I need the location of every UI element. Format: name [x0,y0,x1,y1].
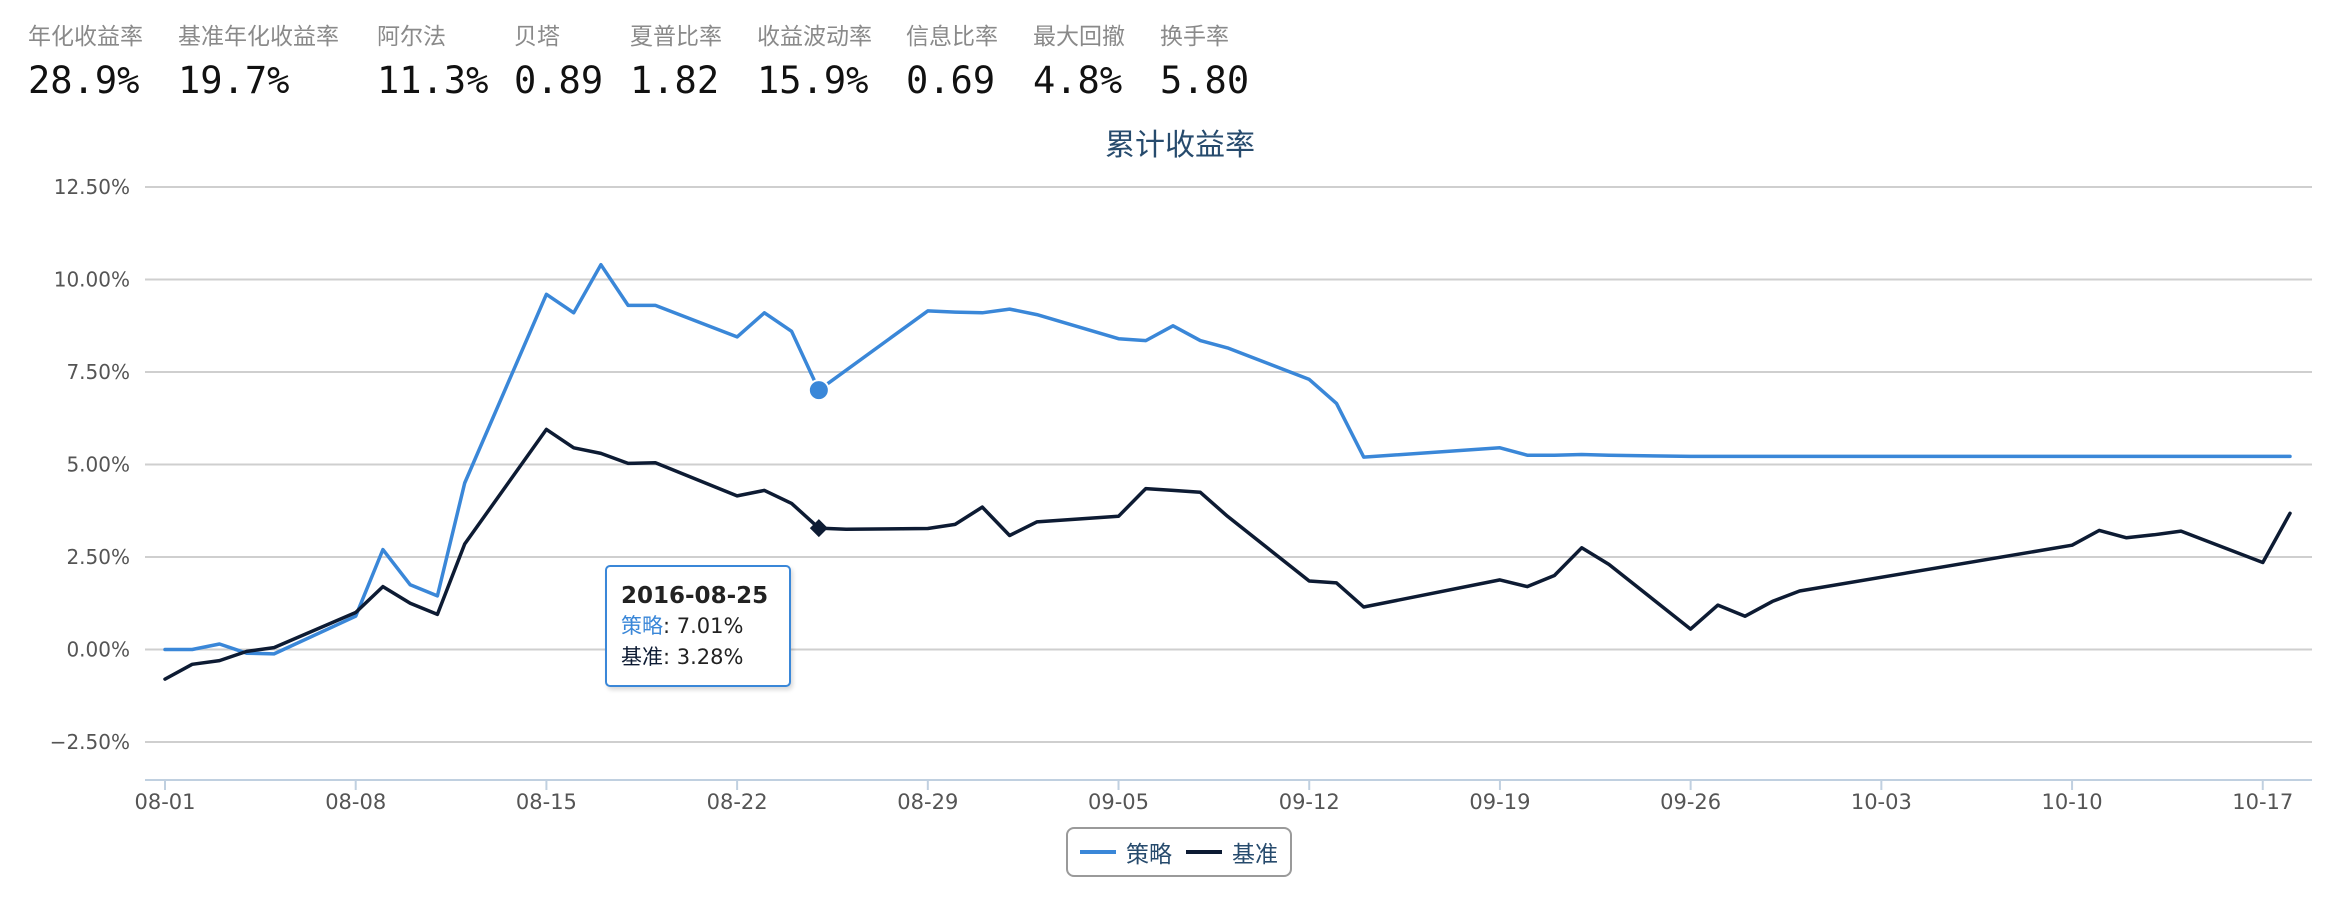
tooltip-series-value: 3.28% [676,645,744,669]
metric-value: 11.3% [377,59,489,102]
metric-sharpe: 夏普比率 1.82 [630,22,722,106]
x-tick-label: 08-22 [707,790,768,814]
y-tick-label: 5.00% [66,453,130,477]
tooltip-row-strategy: 策略: 7.01% [621,614,744,638]
metric-label: 贝塔 [514,24,560,50]
metric-label: 换手率 [1160,24,1229,50]
metric-value: 0.89 [514,59,604,102]
series-line-benchmark [163,427,2292,681]
metric-max-drawdown: 最大回撤 4.8% [1033,22,1125,106]
y-axis-labels: 12.50% 10.00% 7.50% 5.00% 2.50% 0.00% −2.50% [50,175,130,754]
tooltip-series-value: 7.01% [676,614,744,638]
metric-value: 1.82 [630,59,720,102]
metric-beta: 贝塔 0.89 [514,22,603,106]
x-tick-label: 10-10 [2042,790,2103,814]
x-tick-label: 10-03 [1851,790,1912,814]
metric-label: 基准年化收益率 [178,24,339,50]
grid-lines [145,186,2312,743]
metric-alpha: 阿尔法 11.3% [377,22,488,106]
y-tick-label: 7.50% [66,360,130,384]
legend-swatch [1186,850,1222,854]
x-tick-label: 09-26 [1660,790,1721,814]
legend-item-strategy[interactable]: 策略 [1080,829,1172,875]
x-tick-label: 08-29 [897,790,958,814]
metric-annual-return: 年化收益率 28.9% [28,22,143,106]
metric-value: 15.9% [757,59,869,102]
hover-markers [807,379,830,538]
metric-value: 19.7% [178,59,290,102]
x-tick-label: 08-08 [325,790,386,814]
metric-information-ratio: 信息比率 0.69 [906,22,998,106]
metric-value: 4.8% [1033,59,1123,102]
y-tick-label: −2.50% [50,730,130,754]
tooltip-series-name: 基准 [621,645,663,669]
chart-tooltip: 2016-08-25 策略: 7.01% 基准: 3.28% [605,565,791,687]
metric-value: 5.80 [1160,59,1250,102]
metric-label: 年化收益率 [28,24,143,50]
legend-label: 策略 [1126,842,1172,868]
y-tick-label: 0.00% [66,638,130,662]
tooltip-series-name: 策略 [621,614,663,638]
tooltip-row-benchmark: 基准: 3.28% [621,645,744,669]
y-tick-label: 10.00% [54,268,130,292]
series-line-strategy [163,262,2292,656]
metric-label: 最大回撤 [1033,24,1125,50]
metric-label: 信息比率 [906,24,998,50]
y-tick-label: 2.50% [66,545,130,569]
chart-legend: 策略 基准 [1066,827,1292,877]
metric-label: 收益波动率 [757,24,872,50]
x-tick-label: 09-19 [1469,790,1530,814]
legend-swatch [1080,850,1116,854]
legend-label: 基准 [1232,842,1278,868]
x-axis: 08-01 08-08 08-15 08-22 08-29 09-05 09-12 09-19… [134,779,2312,814]
metric-value: 0.69 [906,59,996,102]
metric-value: 28.9% [28,59,140,102]
x-tick-label: 09-05 [1088,790,1149,814]
metric-benchmark-annual-return: 基准年化收益率 19.7% [178,22,339,106]
tooltip-date: 2016-08-25 [621,583,769,609]
chart-title: 累计收益率 [1105,128,1255,163]
x-tick-label: 10-17 [2232,790,2293,814]
hover-marker-benchmark [809,519,828,538]
y-tick-label: 12.50% [54,175,130,199]
metric-label: 夏普比率 [630,24,722,50]
x-tick-label: 08-01 [134,790,195,814]
x-tick-label: 09-12 [1279,790,1340,814]
x-tick-label: 08-15 [516,790,577,814]
legend-item-benchmark[interactable]: 基准 [1186,829,1278,875]
metric-label: 阿尔法 [377,24,446,50]
metric-volatility: 收益波动率 15.9% [757,22,872,106]
metric-turnover: 换手率 5.80 [1160,22,1249,106]
series-lines [163,262,2292,681]
hover-marker-strategy [807,379,830,402]
